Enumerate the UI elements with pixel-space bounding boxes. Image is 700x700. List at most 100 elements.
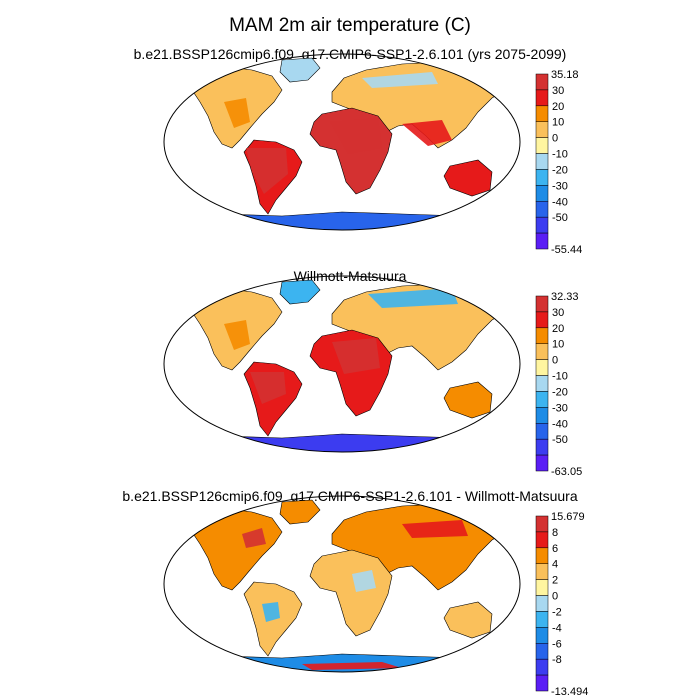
land-australia	[443, 601, 493, 639]
colorbar-tick-label: -40	[552, 418, 568, 430]
colorbar-tick-label: -40	[552, 196, 568, 208]
colorbar-segment	[535, 343, 549, 360]
colorbar-segment	[535, 515, 549, 533]
panel-1: b.e21.BSSP126cmip6.f09_g17.CMIP6-SSP1-2.…	[134, 46, 583, 256]
land-greenland	[279, 499, 321, 525]
land-namerica	[179, 507, 283, 591]
colorbar-segment	[535, 531, 549, 549]
colorbar-segment	[535, 121, 549, 138]
colorbar-segment	[535, 153, 549, 170]
colorbar-segment	[535, 359, 549, 376]
colorbar-tick-label: 10	[552, 339, 564, 351]
colorbar-tick-label: -8	[552, 654, 562, 666]
colorbar-tick-label: 0	[552, 355, 558, 367]
land-africa	[309, 549, 393, 637]
temperature-patch-1	[224, 320, 250, 350]
colorbar-max-label: 32.33	[551, 291, 579, 303]
colorbar-min-label: -13.494	[551, 686, 588, 698]
map-border	[163, 275, 521, 453]
temperature-patch-2	[246, 148, 288, 194]
colorbar-min-label: -63.05	[551, 466, 582, 478]
colorbar-segment	[535, 201, 549, 218]
colorbar-tick-label: -20	[552, 386, 568, 398]
colorbar-segment	[535, 595, 549, 612]
colorbar-tick-label: 2	[552, 575, 558, 587]
colorbar-tick-label: 6	[552, 543, 558, 555]
colorbar-tick-label: -50	[552, 434, 568, 446]
temperature-patch-2	[352, 570, 376, 592]
colorbar-tick-label: 0	[552, 591, 558, 603]
colorbar-segment	[535, 311, 549, 329]
land-australia	[443, 159, 493, 197]
colorbar: 35.18 30 20 10 0 -10 -20 -30 -40 -50 -55.44	[535, 69, 582, 256]
colorbar-segment	[535, 579, 549, 596]
colorbar-tick-label: 20	[552, 101, 564, 113]
colorbar-segment	[535, 547, 549, 564]
colorbar-max-label: 15.679	[551, 511, 585, 523]
colorbar-segment	[535, 137, 549, 154]
colorbar-tick-label: -30	[552, 402, 568, 414]
colorbar-segment	[535, 216, 549, 234]
colorbar-tick-label: 10	[552, 117, 564, 129]
colorbar-segment	[535, 295, 549, 313]
temperature-patch-3	[330, 118, 382, 154]
colorbar-tick-label: 4	[552, 559, 558, 571]
colorbar-segment	[535, 105, 549, 122]
land-greenland	[279, 279, 321, 305]
colorbar-segment	[535, 391, 549, 408]
colorbar-tick-label: -4	[552, 622, 562, 634]
colorbar-tick-label: 30	[552, 307, 564, 319]
colorbar-tick-label: -2	[552, 606, 562, 618]
colorbar-tick-label: -10	[552, 371, 568, 383]
temperature-patch-5	[362, 72, 438, 88]
temperature-patch-3	[332, 338, 380, 374]
colorbar-segment	[535, 563, 549, 580]
land-australia	[443, 381, 493, 419]
colorbar-tick-label: 30	[552, 85, 564, 97]
world-map	[163, 275, 521, 453]
colorbar-segment	[535, 407, 549, 424]
temperature-patch-4	[402, 120, 452, 146]
colorbar-segment	[535, 232, 549, 250]
land-greenland	[279, 57, 321, 83]
temperature-patch-4	[368, 288, 458, 308]
colorbar-segment	[535, 327, 549, 344]
land-antarctica	[167, 433, 517, 452]
panel-3: b.e21.BSSP126cmip6.f09_g17.CMIP6-SSP1-2.…	[122, 488, 588, 698]
colorbar-tick-label: 8	[552, 527, 558, 539]
colorbar-max-label: 35.18	[551, 69, 579, 81]
colorbar-segment	[535, 627, 549, 644]
map-border	[163, 495, 521, 673]
temperature-patch-2	[250, 372, 286, 404]
temperature-patch-5	[302, 662, 402, 670]
colorbar-tick-label: -10	[552, 149, 568, 161]
colorbar-segment	[535, 423, 549, 440]
colorbar-tick-label: 0	[552, 133, 558, 145]
colorbar-min-label: -55.44	[551, 244, 582, 256]
temperature-patch-1	[242, 528, 266, 548]
colorbar-segment	[535, 658, 549, 676]
temperature-patch-3	[262, 602, 280, 622]
colorbar-tick-label: -30	[552, 180, 568, 192]
colorbar-segment	[535, 185, 549, 202]
figure-title: MAM 2m air temperature (C)	[229, 15, 471, 36]
colorbar-segment	[535, 611, 549, 628]
colorbar-tick-label: -50	[552, 212, 568, 224]
world-map	[163, 495, 521, 673]
panels: b.e21.BSSP126cmip6.f09_g17.CMIP6-SSP1-2.…	[122, 46, 588, 698]
land-antarctica	[167, 211, 517, 230]
colorbar-segment	[535, 674, 549, 692]
colorbar-segment	[535, 169, 549, 186]
colorbar-tick-label: 20	[552, 323, 564, 335]
temperature-patch-1	[224, 98, 250, 128]
map-border	[163, 53, 521, 231]
colorbar-tick-label: -20	[552, 164, 568, 176]
colorbar-segment	[535, 89, 549, 107]
temperature-patch-4	[402, 520, 468, 538]
colorbar-tick-label: -6	[552, 638, 562, 650]
colorbar-segment	[535, 643, 549, 660]
colorbar-segment	[535, 438, 549, 456]
colorbar-segment	[535, 375, 549, 392]
colorbar-segment	[535, 73, 549, 91]
